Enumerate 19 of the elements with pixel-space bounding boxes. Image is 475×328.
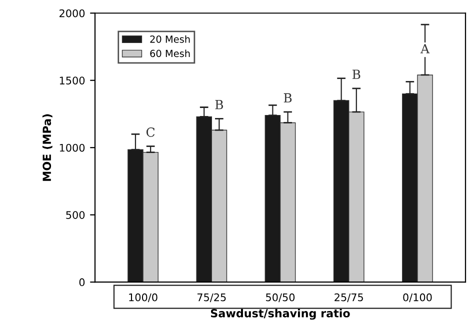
- annotation: B: [284, 93, 292, 102]
- annotation: B: [352, 70, 360, 79]
- x-tick-label: 25/75: [334, 293, 363, 302]
- x-tick-label: 0/100: [403, 293, 432, 302]
- y-tick-label: 1500: [60, 76, 85, 84]
- y-tick-label: 500: [66, 211, 85, 219]
- annotation: A: [420, 44, 430, 54]
- x-tick-label: 75/25: [197, 293, 226, 302]
- annotation: B: [215, 100, 224, 110]
- x-axis-title: Sawdust/shaving ratio: [210, 308, 350, 320]
- y-tick-label: 0: [79, 278, 85, 286]
- y-tick-label: 2000: [60, 9, 85, 18]
- x-tick-label: 100/0: [129, 293, 158, 302]
- annotation: C: [146, 127, 155, 137]
- y-axis-title: MOE (MPa): [42, 114, 52, 181]
- legend-label: 20 Mesh: [150, 35, 190, 43]
- legend-label: 60 Mesh: [150, 50, 190, 58]
- x-tick-label: 50/50: [266, 293, 295, 302]
- y-tick-label: 1000: [60, 144, 85, 152]
